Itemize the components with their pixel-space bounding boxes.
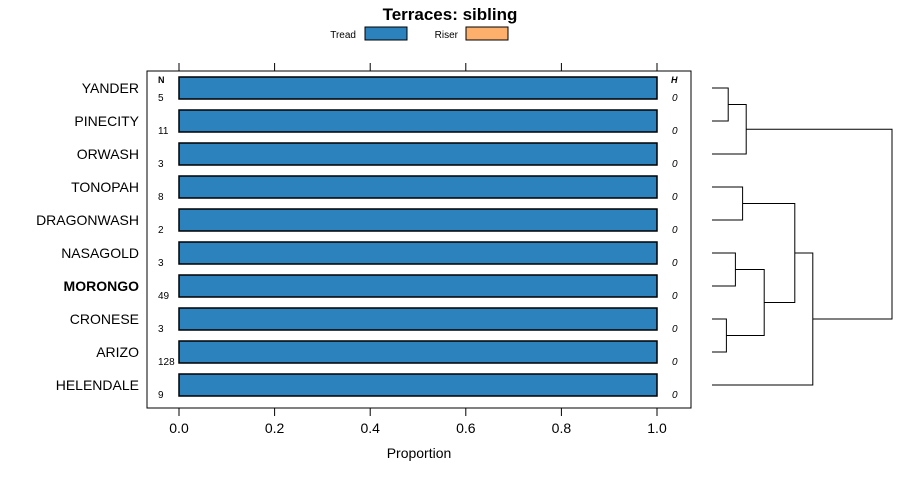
category-label: CRONESE [70,311,139,327]
n-value: 128 [158,357,175,368]
h-value: 0 [672,390,678,401]
dendrogram-link [726,269,765,336]
h-value: 0 [672,192,678,203]
x-tick-label: 0.6 [456,420,476,436]
n-value: 11 [158,126,169,137]
legend: Tread Riser [330,26,509,41]
x-axis: 0.0 0.2 0.4 0.6 0.8 1.0 [169,63,667,436]
dendrogram-link [712,186,744,221]
category-label: NASAGOLD [61,245,139,261]
bar-tread [178,76,658,100]
n-value: 3 [158,324,164,335]
dendrogram-link [742,203,796,303]
n-value: 3 [158,159,164,170]
x-axis-title: Proportion [387,445,452,461]
category-label: HELENDALE [56,377,139,393]
bars [178,76,658,397]
category-label: TONOPAH [71,179,139,195]
h-value: 0 [672,291,678,302]
dendrogram-link [712,252,814,386]
n-value: 2 [158,225,164,236]
dendrogram [712,87,893,386]
legend-label-tread: Tread [330,30,356,41]
category-label: YANDER [82,80,139,96]
dendrogram-link [746,128,893,320]
n-value: 9 [158,390,164,401]
h-column-header: H [671,75,678,85]
dendrogram-link [712,252,736,287]
bar-tread [178,340,658,364]
x-tick-label: 0.2 [265,420,285,436]
dendrogram-link [712,318,727,353]
h-value: 0 [672,357,678,368]
category-label: DRAGONWASH [36,212,139,228]
bar-tread [178,109,658,133]
legend-swatch-tread [364,26,408,41]
h-value: 0 [672,258,678,269]
category-label: MORONGO [64,278,140,294]
x-tick-label: 0.8 [552,420,572,436]
category-label: ARIZO [96,344,139,360]
h-value: 0 [672,93,678,104]
bar-tread [178,373,658,397]
legend-label-riser: Riser [435,30,459,41]
h-value: 0 [672,159,678,170]
n-value: 5 [158,93,164,104]
dendrogram-link [712,87,729,122]
category-label: PINECITY [74,113,139,129]
h-value: 0 [672,225,678,236]
x-tick-label: 1.0 [647,420,667,436]
n-value: 3 [158,258,164,269]
x-tick-label: 0.4 [360,420,380,436]
dendrogram-link [712,104,747,155]
plot-frame [146,70,692,409]
n-value: 8 [158,192,164,203]
bar-tread [178,175,658,199]
n-value: 49 [158,291,170,302]
h-value: 0 [672,324,678,335]
h-value: 0 [672,126,678,137]
x-tick-label: 0.0 [169,420,189,436]
bar-tread [178,208,658,232]
legend-swatch-riser [465,26,509,41]
row-labels: YANDER 5 0 PINECITY 11 0 ORWASH 3 0 TONOPAH 8 0 DRAG… [36,80,678,401]
chart-title: Terraces: sibling [383,5,518,24]
n-column-header: N [158,75,165,85]
bar-tread [178,307,658,331]
bar-tread [178,241,658,265]
bar-tread [178,142,658,166]
bar-tread [178,274,658,298]
category-label: ORWASH [77,146,139,162]
